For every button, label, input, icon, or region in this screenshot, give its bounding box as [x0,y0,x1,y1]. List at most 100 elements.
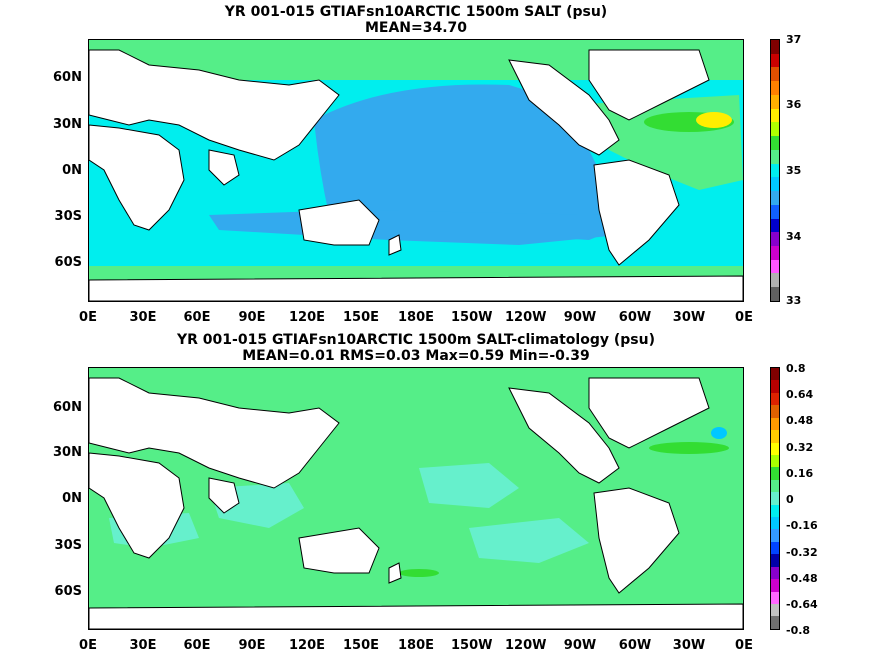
positive-anomaly [649,442,729,454]
panel2-xlabel: 120E [288,638,326,653]
colorbar-swatch [771,405,779,418]
panel1-colorbar-label: 34 [786,230,802,243]
panel2-ylabel: 60N [53,400,82,415]
med-outflow [696,112,732,128]
panel2-ylabel: 30N [53,445,82,460]
colorbar-swatch [771,392,779,406]
africa [89,124,185,231]
colorbar-swatch [771,136,779,150]
panel2-colorbar-label: -0.64 [786,598,818,611]
panel1-colorbar [770,39,780,302]
panel1-colorbar-label: 36 [786,98,802,111]
colorbar-swatch [771,368,779,381]
panel2-xlabel: 150W [451,638,493,653]
colorbar-swatch [771,541,779,555]
panel2-map [88,367,744,630]
antarctica [89,275,743,301]
panel2-ylabel: 30S [54,538,82,553]
panel2-xlabel: 90W [563,638,597,653]
antarctica [89,603,743,629]
panel1-xlabel: 0E [79,310,97,325]
colorbar-swatch [771,246,779,260]
colorbar-swatch [771,232,779,247]
panel2-colorbar-label: 0.8 [786,362,806,375]
new-zealand [388,562,402,584]
panel1-xlabel: 0E [735,310,753,325]
panel2-xlabel: 120W [505,638,547,653]
panel1-ylabel: 30N [53,117,82,132]
australia [298,199,380,246]
colorbar-swatch [771,517,779,530]
eurasia [89,49,340,161]
land [89,49,743,301]
positive-anomaly [399,569,439,577]
colorbar-swatch [771,122,779,137]
colorbar-swatch [771,67,779,82]
panel1-xlabel: 30W [672,310,706,325]
colorbar-swatch [771,529,779,542]
colorbar-swatch [771,492,779,505]
eurasia [89,377,340,489]
australia [298,527,380,574]
panel1-xlabel: 30E [129,310,157,325]
panel2-xlabel: 180E [397,638,435,653]
panel1-ylabel: 60S [54,255,82,270]
panel2-colorbar [770,367,780,630]
panel2-colorbar-label: -0.16 [786,519,818,532]
panel2-colorbar-label: 0 [786,493,794,506]
panel2-xlabel: 60W [618,638,652,653]
pacific-low-salinity [314,84,614,240]
colorbar-swatch [771,591,779,605]
north-america [588,49,710,121]
panel2-xlabel: 150E [342,638,380,653]
colorbar-swatch [771,380,779,393]
panel1-map-svg [89,40,743,301]
panel1-ylabel: 30S [54,209,82,224]
panel1-ylabel: 0N [62,163,82,178]
panel1-xlabel: 60W [618,310,652,325]
panel1-xlabel: 150W [451,310,493,325]
colorbar-swatch [771,218,779,233]
colorbar-swatch [771,430,779,443]
colorbar-swatch [771,467,779,480]
africa [89,452,185,559]
panel1-map [88,39,744,302]
panel1-xlabel: 120E [288,310,326,325]
colorbar-swatch [771,191,779,205]
colorbar-swatch [771,40,779,54]
colorbar-swatch [771,287,779,301]
negative-anomaly [711,427,727,439]
panel1-title-line2: MEAN=34.70 [364,20,468,36]
india [208,477,240,514]
panel2-ylabel: 60S [54,584,82,599]
colorbar-swatch [771,566,779,580]
panel2-xlabel: 0E [735,638,753,653]
panel1-ylabel: 60N [53,70,82,85]
north-america [588,377,710,449]
north-america-west [508,59,620,156]
panel1-xlabel: 180E [397,310,435,325]
panel1-xlabel: 150E [342,310,380,325]
near-zero-patch [469,518,589,563]
panel2-colorbar-label: -0.32 [786,546,818,559]
panel2-colorbar-label: 0.48 [786,414,814,427]
colorbar-swatch [771,442,779,455]
panel1-title-line1: YR 001-015 GTIAFsn10ARCTIC 1500m SALT (p… [224,4,608,20]
panel2-colorbar-label: 0.64 [786,388,814,401]
near-zero-patch [419,463,519,508]
colorbar-swatch [771,554,779,567]
panel2-xlabel: 30W [672,638,706,653]
colorbar-swatch [771,94,779,109]
panel2-colorbar-label: -0.8 [786,624,811,637]
colorbar-swatch [771,616,779,629]
panel2-xlabel: 30E [129,638,157,653]
south-america [593,159,680,266]
colorbar-swatch [771,479,779,493]
south-america [593,487,680,594]
india [208,149,240,186]
panel1-colorbar-label: 35 [786,164,802,177]
colorbar-swatch [771,504,779,518]
colorbar-swatch [771,149,779,164]
colorbar-swatch [771,604,779,617]
panel1-xlabel: 60E [183,310,211,325]
